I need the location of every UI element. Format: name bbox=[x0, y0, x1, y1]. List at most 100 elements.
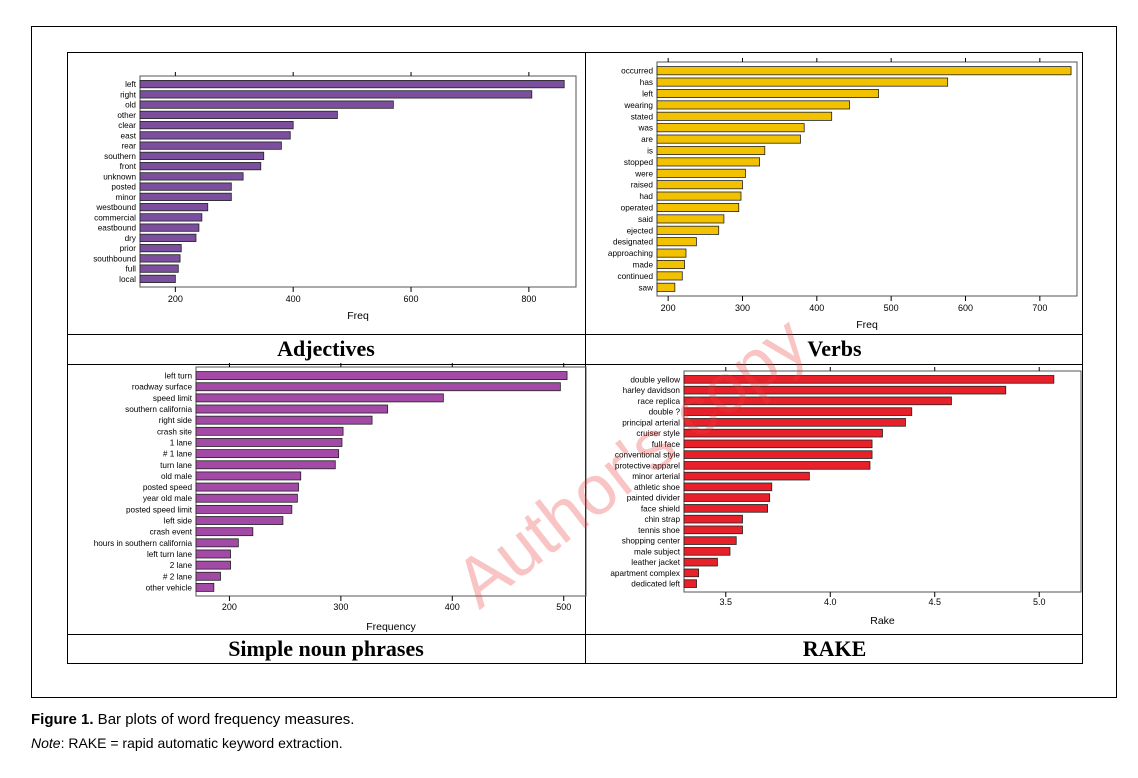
noun-category-label: posted speed bbox=[143, 483, 193, 492]
verbs-panel-title: Verbs bbox=[807, 336, 862, 361]
adj-bar bbox=[139, 254, 181, 263]
rake-category-label: double ? bbox=[649, 408, 681, 417]
adj-tick-label: 800 bbox=[521, 294, 536, 304]
adj-bar bbox=[139, 162, 262, 171]
noun-bar bbox=[195, 382, 561, 392]
adj-bar bbox=[139, 110, 338, 119]
verb-category-label: left bbox=[642, 90, 654, 99]
verb-bar bbox=[656, 88, 879, 99]
adj-category-label: commercial bbox=[94, 213, 136, 222]
verb-category-label: designated bbox=[613, 238, 654, 247]
rake-plot-frame bbox=[683, 370, 1082, 593]
verb-tick-label: 500 bbox=[884, 303, 899, 313]
verb-bar bbox=[656, 282, 676, 292]
adj-category-label: local bbox=[119, 275, 136, 284]
noun-category-label: hours in southern california bbox=[94, 539, 193, 548]
verb-category-label: ejected bbox=[627, 226, 654, 235]
rake-bar bbox=[683, 504, 768, 513]
figure-note: Note: RAKE = rapid automatic keyword ext… bbox=[31, 735, 343, 751]
noun-category-label: speed limit bbox=[153, 394, 193, 403]
rake-bar bbox=[683, 418, 906, 427]
rake-category-label: face shield bbox=[641, 504, 681, 513]
noun-category-label: # 1 lane bbox=[163, 450, 193, 459]
adj-category-label: dry bbox=[125, 234, 137, 243]
rake-bar bbox=[683, 428, 883, 438]
adj-category-label: other bbox=[117, 111, 136, 120]
noun-bar bbox=[195, 371, 568, 380]
verb-tick-label: 200 bbox=[661, 303, 676, 313]
verb-category-label: stated bbox=[631, 112, 654, 121]
noun-category-label: 1 lane bbox=[170, 438, 193, 447]
rake-bar bbox=[683, 450, 873, 459]
adj-bar bbox=[139, 172, 244, 181]
adj-category-label: prior bbox=[120, 244, 137, 253]
verb-bar bbox=[656, 66, 1072, 76]
noun-bar bbox=[195, 471, 302, 481]
figure-caption-label: Figure 1. bbox=[31, 711, 94, 728]
rake-tick-label: 4.5 bbox=[928, 597, 941, 607]
rake-category-label: painted divider bbox=[627, 494, 681, 503]
rake-category-label: protective apparel bbox=[615, 461, 680, 470]
noun-bar bbox=[195, 415, 373, 425]
adj-x-axis-label: Freq bbox=[347, 310, 369, 322]
verb-bar bbox=[656, 145, 766, 156]
verb-bar bbox=[656, 134, 801, 144]
rake-bar bbox=[683, 482, 773, 492]
verb-tick-label: 700 bbox=[1032, 303, 1047, 313]
title-divider-bottom-upper bbox=[67, 634, 1083, 635]
adj-category-label: westbound bbox=[95, 203, 136, 212]
verb-tick-label: 400 bbox=[809, 303, 824, 313]
rake-bar bbox=[683, 547, 731, 556]
adj-bar bbox=[139, 151, 265, 160]
rake-bar bbox=[683, 396, 952, 406]
rake-category-label: race replica bbox=[638, 397, 681, 406]
rake-tick-label: 5.0 bbox=[1033, 597, 1046, 607]
adj-category-label: right bbox=[120, 90, 137, 99]
title-divider-top-upper bbox=[67, 334, 1083, 335]
noun-category-label: turn lane bbox=[160, 461, 192, 470]
figure-caption: Figure 1. Bar plots of word frequency me… bbox=[31, 711, 354, 728]
verb-category-label: wearing bbox=[623, 101, 653, 110]
rake-category-label: shopping center bbox=[622, 537, 681, 546]
verb-category-label: occurred bbox=[621, 67, 653, 76]
verbs-chart: occurred has left wearing stated was are is stop… bbox=[608, 58, 1078, 331]
verb-bar bbox=[656, 259, 685, 270]
noun-phrases-chart: left turn roadway surface speed limit south… bbox=[94, 363, 587, 633]
rake-bar bbox=[683, 514, 743, 524]
rake-category-label: apartment complex bbox=[610, 569, 680, 578]
rake-tick-label: 4.0 bbox=[824, 597, 837, 607]
adj-category-label: minor bbox=[116, 193, 137, 202]
rake-bar bbox=[683, 525, 743, 535]
adj-bar bbox=[139, 233, 197, 242]
adj-bar bbox=[139, 203, 209, 212]
noun-category-label: southern california bbox=[125, 405, 192, 414]
noun-tick-label: 200 bbox=[222, 602, 237, 612]
rake-category-label: leather jacket bbox=[631, 558, 680, 567]
rake-category-label: chin strap bbox=[645, 515, 681, 524]
adj-category-label: east bbox=[121, 131, 137, 140]
rake-category-label: tennis shoe bbox=[638, 526, 680, 535]
adj-category-label: clear bbox=[118, 121, 136, 130]
rake-bar bbox=[683, 493, 771, 502]
noun-plot-frame bbox=[195, 366, 587, 597]
verb-category-label: continued bbox=[617, 272, 653, 281]
noun-bar bbox=[195, 516, 284, 525]
rake-panel-title: RAKE bbox=[802, 636, 867, 661]
panel-grid bbox=[67, 52, 1083, 664]
rake-bar bbox=[683, 375, 1055, 384]
noun-tick-label: 400 bbox=[445, 602, 460, 612]
adj-plot-frame bbox=[139, 75, 577, 288]
verb-category-label: stopped bbox=[624, 158, 654, 167]
verb-category-label: said bbox=[638, 215, 653, 224]
verb-bar bbox=[656, 248, 687, 258]
noun-category-label: crash event bbox=[150, 528, 193, 537]
figure-caption-text: Bar plots of word frequency measures. bbox=[93, 711, 355, 728]
adj-bar bbox=[139, 80, 565, 89]
verb-bar bbox=[656, 202, 740, 213]
noun-x-axis-label: Frequency bbox=[366, 621, 416, 633]
noun-tick-label: 300 bbox=[333, 602, 348, 612]
noun-tick-label: 500 bbox=[556, 602, 571, 612]
verb-category-label: approaching bbox=[608, 249, 654, 258]
noun-bar bbox=[195, 504, 293, 514]
